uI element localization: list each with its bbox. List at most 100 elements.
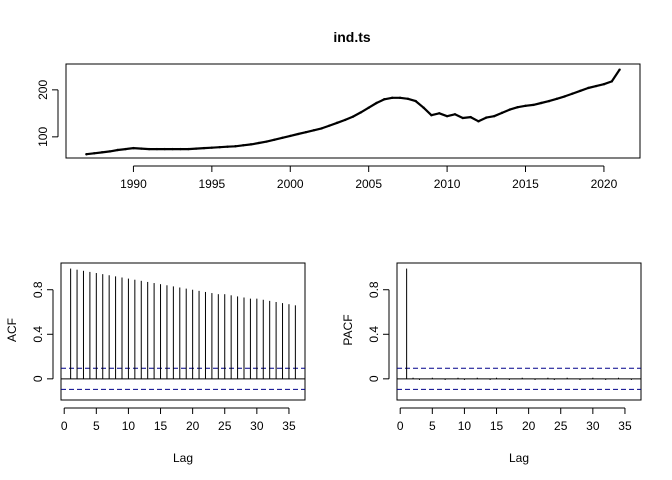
ts-x-tick-label: 2010	[434, 177, 461, 191]
ts-x-tick-label: 2015	[512, 177, 539, 191]
ts-point	[438, 112, 441, 115]
acf-y-tick-label: 0.8	[31, 281, 45, 298]
ts-plot-frame	[65, 63, 641, 159]
pacf-y-tick-label: 0.4	[367, 326, 381, 343]
ts-point	[296, 132, 300, 136]
acf-plot-frame	[60, 262, 306, 401]
ts-point	[93, 152, 96, 155]
timeseries-plot: 1990 1995 2000 2005 2010 2015 2020 100 200	[36, 63, 641, 191]
ts-x-tick-label: 2020	[591, 177, 618, 191]
ts-point	[304, 130, 308, 134]
ts-point	[414, 99, 417, 103]
acf-x-tick-label: 35	[282, 419, 296, 433]
acf-xlabel: Lag	[173, 451, 193, 465]
acf-x-tick-label: 5	[93, 419, 100, 433]
ts-point	[312, 129, 315, 132]
ts-point	[579, 89, 582, 92]
pacf-xlabel: Lag	[509, 451, 529, 465]
ts-point	[273, 138, 276, 141]
ts-point	[108, 150, 112, 153]
acf-x-tick-label: 0	[61, 419, 68, 433]
ts-x-tick-label: 1995	[199, 177, 226, 191]
ts-point	[587, 86, 590, 90]
ts-point	[242, 144, 245, 147]
ts-point	[485, 116, 488, 119]
ts-y-tick-label: 100	[36, 127, 50, 147]
ts-point	[547, 99, 551, 103]
ts-point	[210, 146, 214, 149]
ts-point	[539, 101, 543, 105]
ts-point	[453, 113, 457, 116]
ts-point	[257, 141, 261, 145]
ts-point	[85, 153, 88, 156]
ts-point	[563, 95, 566, 98]
ts-point	[406, 97, 410, 100]
ts-series-line	[86, 68, 621, 156]
ts-point	[116, 148, 119, 152]
pacf-x-tick-label: 10	[458, 419, 472, 433]
ts-point	[508, 108, 512, 111]
acf-y-tick-label: 0.4	[31, 326, 45, 343]
ts-point	[226, 145, 229, 148]
acf-x-tick-label: 25	[218, 419, 232, 433]
pacf-x-tick-label: 35	[618, 419, 632, 433]
ts-point	[140, 147, 143, 150]
ts-point	[320, 127, 323, 130]
ts-point	[249, 143, 253, 146]
ts-point	[265, 140, 268, 143]
ts-point	[375, 101, 378, 105]
ts-point	[477, 120, 480, 123]
ts-point	[367, 106, 370, 109]
ts-point	[163, 147, 167, 151]
ts-point	[343, 118, 347, 122]
ts-point	[500, 111, 504, 115]
pacf-x-tick-label: 0	[397, 419, 404, 433]
ts-point	[571, 92, 574, 95]
ts-point	[187, 147, 190, 151]
pacf-y-tick-label: 0.8	[367, 281, 381, 298]
acf-y-tick-label: 0	[31, 375, 45, 382]
ts-point	[336, 121, 339, 124]
ts-point	[179, 147, 182, 151]
ts-point	[602, 83, 606, 86]
ts-point	[328, 124, 331, 127]
pacf-x-tick-label: 15	[490, 419, 504, 433]
ts-point	[618, 68, 621, 71]
ts-point	[234, 145, 237, 148]
ts-point	[445, 114, 449, 118]
ts-point	[461, 116, 464, 120]
pacf-plot: 0 5 10 15 20 25 30 35 0 0.4 0.8	[367, 262, 642, 433]
ts-x-tick-label: 1990	[120, 177, 147, 191]
ts-point	[359, 111, 363, 114]
ts-point	[391, 96, 394, 100]
ts-point	[171, 147, 174, 151]
ts-point	[430, 114, 433, 117]
ts-point	[202, 146, 206, 150]
pacf-plot-frame	[396, 262, 642, 401]
ts-point	[289, 134, 292, 138]
acf-x-tick-label: 10	[122, 419, 136, 433]
acf-ylabel: ACF	[5, 318, 19, 342]
pacf-x-tick-label: 20	[522, 419, 536, 433]
ts-point	[594, 84, 598, 88]
ts-point	[524, 104, 527, 108]
ts-point	[100, 151, 104, 154]
ts-point	[147, 147, 151, 151]
ts-point	[218, 145, 221, 149]
acf-x-tick-label: 20	[186, 419, 200, 433]
ts-point	[124, 147, 127, 151]
pacf-x-tick-label: 30	[586, 419, 600, 433]
pacf-x-tick-label: 25	[554, 419, 568, 433]
acf-plot: 0 5 10 15 20 25 30 35 0 0.4 0.8	[31, 262, 306, 433]
ts-point	[532, 103, 535, 107]
ts-point	[383, 98, 386, 101]
chart-title: ind.ts	[333, 29, 371, 45]
ts-point	[422, 106, 425, 109]
ts-point	[492, 114, 496, 118]
ts-point	[555, 97, 559, 100]
ts-x-tick-label: 2000	[277, 177, 304, 191]
ts-point	[281, 136, 284, 139]
ts-point	[132, 146, 135, 150]
ts-point	[351, 115, 355, 118]
